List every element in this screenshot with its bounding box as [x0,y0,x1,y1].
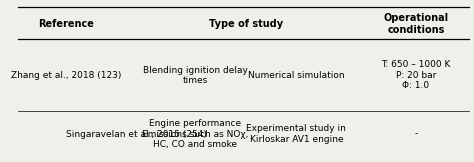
Text: Type of study: Type of study [209,19,283,29]
Text: Reference: Reference [38,19,94,29]
Text: -: - [414,129,418,139]
Text: Engine performance
Emissions such as NOχ,
HC, CO and smoke: Engine performance Emissions such as NOχ… [142,119,248,149]
Text: Operational
conditions: Operational conditions [383,13,448,35]
Text: Blending ignition delay
times: Blending ignition delay times [143,66,247,85]
Text: Numerical simulation: Numerical simulation [248,71,345,80]
Text: Singaravelan et al., 2015 (254): Singaravelan et al., 2015 (254) [66,129,207,139]
Text: Experimental study in
Kirloskar AV1 engine: Experimental study in Kirloskar AV1 engi… [246,124,346,144]
Text: Zhang et al., 2018 (123): Zhang et al., 2018 (123) [11,71,122,80]
Text: T: 650 – 1000 K
P: 20 bar
Φ: 1.0: T: 650 – 1000 K P: 20 bar Φ: 1.0 [381,60,450,90]
